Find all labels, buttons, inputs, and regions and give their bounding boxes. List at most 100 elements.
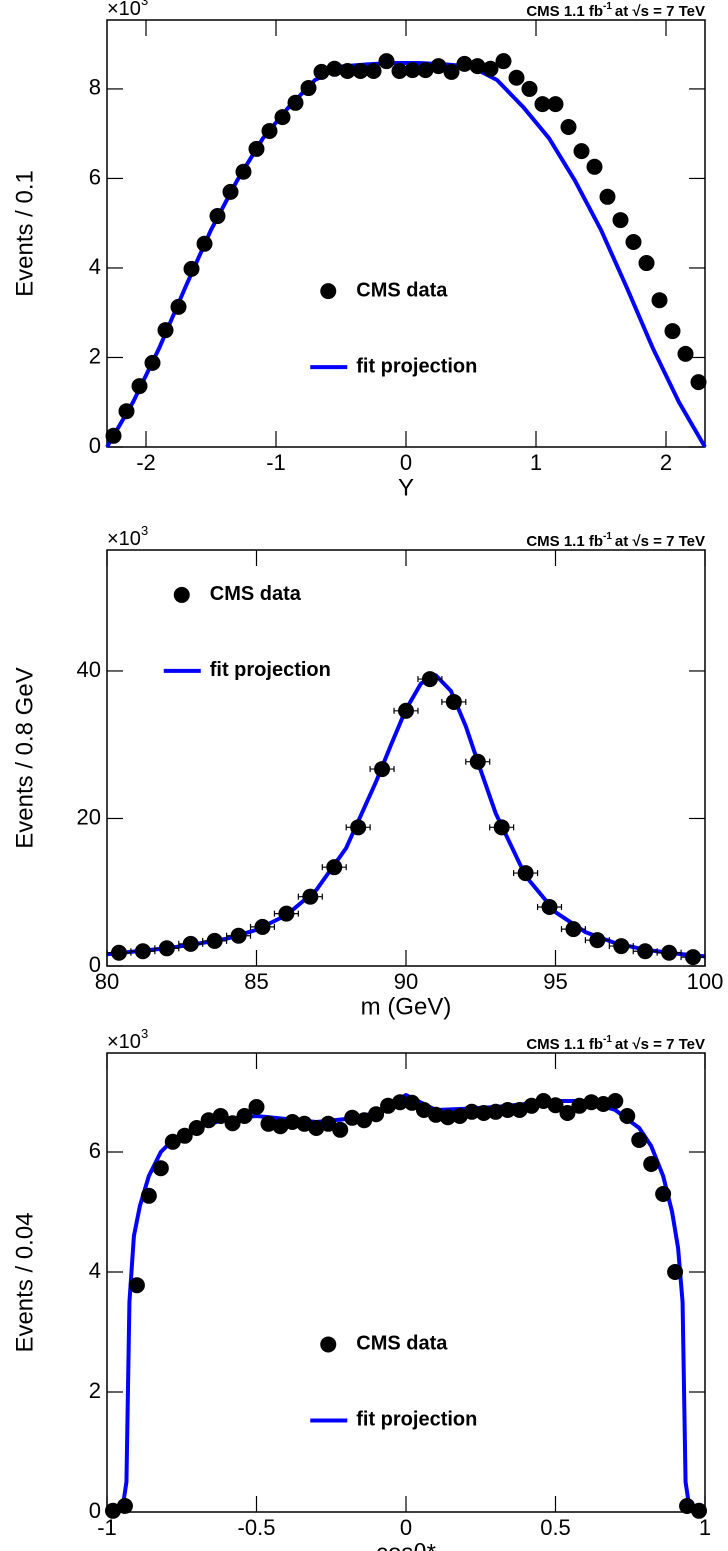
- data-point: [350, 819, 367, 836]
- x-tick-label: 2: [660, 450, 672, 475]
- data-point: [469, 58, 486, 75]
- data-point: [403, 1094, 420, 1111]
- data-point: [499, 1102, 516, 1118]
- x-tick-label: 0: [400, 450, 412, 475]
- data-point: [651, 292, 668, 309]
- data-point: [326, 859, 343, 876]
- cms-label-rest: at √s = 7 TeV: [615, 1036, 705, 1053]
- multiplier-exp: 3: [141, 523, 148, 538]
- y-axis-title: Events / 0.04: [11, 1212, 38, 1352]
- x-axis-title: m (GeV): [361, 993, 452, 1020]
- data-point: [661, 944, 678, 961]
- fit-line: [119, 1093, 693, 1513]
- data-point: [534, 96, 551, 113]
- data-point: [517, 865, 534, 882]
- x-tick-label: 0: [400, 1515, 412, 1540]
- data-point: [365, 63, 382, 80]
- y-tick-label: 20: [77, 804, 101, 829]
- data-point: [679, 1498, 696, 1514]
- data-point: [368, 1106, 385, 1123]
- x-tick-label: 1: [699, 1515, 711, 1540]
- data-point: [521, 80, 538, 97]
- data-point: [655, 1186, 672, 1202]
- data-point: [157, 322, 174, 339]
- data-point: [261, 123, 278, 140]
- data-point: [482, 60, 499, 77]
- legend-label: fit projection: [356, 1409, 477, 1431]
- data-point: [523, 1097, 540, 1114]
- data-point: [613, 938, 630, 955]
- y-tick-label: 0: [89, 952, 101, 977]
- data-point: [637, 943, 654, 960]
- legend-label: CMS data: [210, 583, 302, 605]
- data-point: [320, 1115, 337, 1132]
- data-point: [667, 1264, 684, 1280]
- multiplier-exp: 3: [141, 0, 148, 8]
- y-tick-label: 0: [89, 433, 101, 458]
- data-point: [332, 1121, 349, 1138]
- legend-label: fit projection: [210, 659, 331, 681]
- cms-label-main: CMS 1.1 fb: [526, 533, 603, 550]
- cms-label-main: CMS 1.1 fb: [526, 3, 603, 20]
- data-point: [236, 1108, 253, 1124]
- cms-label: CMS 1.1 fb-1 at √s = 7 TeV: [526, 1, 705, 20]
- y-multiplier: ×103: [107, 0, 148, 20]
- data-point: [183, 260, 200, 277]
- plot-frame: [106, 19, 706, 448]
- data-point: [583, 1094, 600, 1111]
- x-tick-label: -2: [136, 450, 156, 475]
- cms-label-main: CMS 1.1 fb: [526, 1036, 603, 1053]
- data-point: [176, 1127, 193, 1144]
- data-point: [643, 1156, 660, 1172]
- cms-label-rest: at √s = 7 TeV: [615, 533, 705, 550]
- data-point: [415, 1102, 432, 1118]
- data-point: [188, 1120, 205, 1136]
- x-tick-label: -0.5: [238, 1515, 276, 1540]
- y-tick-label: 4: [89, 1258, 101, 1283]
- legend-label: CMS data: [356, 1333, 448, 1355]
- data-point: [140, 1187, 157, 1204]
- data-point: [134, 943, 151, 960]
- x-axis-title: Y: [398, 474, 414, 501]
- data-point: [274, 109, 291, 126]
- data-point: [110, 944, 127, 961]
- y-tick-label: 0: [89, 1498, 101, 1523]
- data-point: [313, 63, 330, 80]
- data-point: [638, 255, 655, 272]
- data-point: [619, 1108, 636, 1124]
- data-point: [212, 1108, 229, 1124]
- x-tick-label: 85: [244, 969, 268, 994]
- data-point: [417, 62, 434, 79]
- data-point: [344, 1109, 361, 1126]
- data-point: [152, 1160, 169, 1177]
- data-point: [209, 208, 226, 225]
- data-point: [508, 69, 525, 86]
- legend-label: fit projection: [356, 355, 477, 377]
- x-tick-label: 90: [394, 969, 418, 994]
- y-tick-label: 6: [89, 164, 101, 189]
- data-point: [128, 1277, 145, 1294]
- data-point: [463, 1103, 480, 1120]
- data-point: [495, 53, 512, 70]
- legend-marker: [173, 586, 190, 603]
- data-point: [260, 1115, 277, 1132]
- data-point: [206, 932, 223, 949]
- data-point: [631, 1132, 648, 1148]
- data-point: [586, 158, 603, 175]
- fit-line: [105, 60, 707, 449]
- data-point: [565, 921, 582, 938]
- data-point: [469, 753, 486, 770]
- data-point: [196, 235, 213, 252]
- data-point: [685, 949, 702, 966]
- data-point: [589, 932, 606, 949]
- x-tick-label: 80: [95, 969, 119, 994]
- data-point: [607, 1093, 624, 1109]
- x-tick-label: -1: [266, 450, 286, 475]
- data-point: [595, 1096, 612, 1112]
- x-tick-label: 0.5: [540, 1515, 571, 1540]
- x-tick-label: 100: [687, 969, 724, 994]
- data-point: [427, 1106, 444, 1123]
- data-point: [374, 761, 391, 778]
- data-point: [378, 53, 395, 70]
- y-tick-label: 4: [89, 254, 101, 279]
